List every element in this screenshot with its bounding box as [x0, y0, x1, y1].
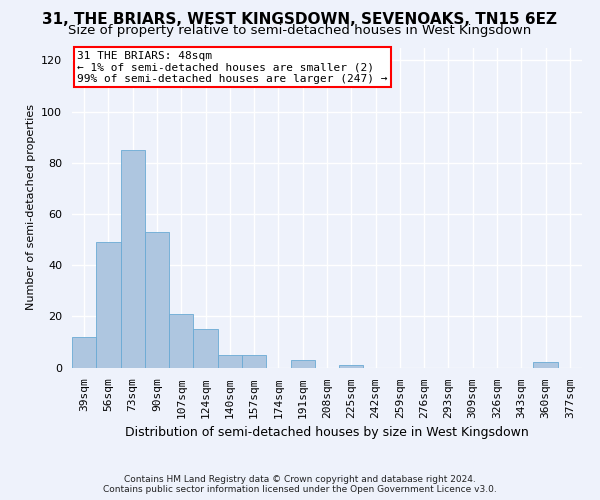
- Y-axis label: Number of semi-detached properties: Number of semi-detached properties: [26, 104, 35, 310]
- Bar: [193, 329, 218, 368]
- Bar: [218, 354, 242, 368]
- Bar: [145, 232, 169, 368]
- Bar: [533, 362, 558, 368]
- Bar: [242, 354, 266, 368]
- Text: Size of property relative to semi-detached houses in West Kingsdown: Size of property relative to semi-detach…: [68, 24, 532, 37]
- X-axis label: Distribution of semi-detached houses by size in West Kingsdown: Distribution of semi-detached houses by …: [125, 426, 529, 439]
- Bar: [290, 360, 315, 368]
- Text: 31, THE BRIARS, WEST KINGSDOWN, SEVENOAKS, TN15 6EZ: 31, THE BRIARS, WEST KINGSDOWN, SEVENOAK…: [43, 12, 557, 28]
- Bar: [121, 150, 145, 368]
- Text: 31 THE BRIARS: 48sqm
← 1% of semi-detached houses are smaller (2)
99% of semi-de: 31 THE BRIARS: 48sqm ← 1% of semi-detach…: [77, 50, 388, 84]
- Bar: [96, 242, 121, 368]
- Text: Contains HM Land Registry data © Crown copyright and database right 2024.
Contai: Contains HM Land Registry data © Crown c…: [103, 474, 497, 494]
- Bar: [72, 337, 96, 368]
- Bar: [339, 365, 364, 368]
- Bar: [169, 314, 193, 368]
